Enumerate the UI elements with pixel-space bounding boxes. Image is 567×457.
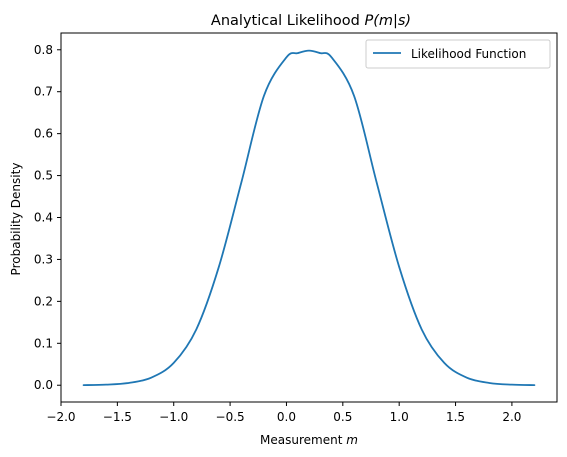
likelihood-line	[82, 49, 536, 387]
x-axis-label-prefix: Measurement	[260, 433, 346, 447]
y-tick-label: 0.7	[34, 85, 53, 99]
x-axis-ticks: −2.0 −1.5 −1.0 −0.5 0.0 0.5 1.0 1.5 2.0	[46, 402, 521, 424]
y-tick-label: 0.1	[34, 336, 53, 350]
svg-text:Analytical Likelihood P: Analytical Likelihood P(m|s)	[211, 13, 411, 29]
x-tick-label: 0.5	[333, 410, 352, 424]
x-tick-label: 0.0	[277, 410, 296, 424]
x-axis-label: Measurement m	[260, 433, 358, 447]
y-tick-label: 0.3	[34, 252, 53, 266]
x-tick-label: −2.0	[46, 410, 75, 424]
x-tick-label: 1.0	[390, 410, 409, 424]
y-tick-label: 0.8	[34, 43, 53, 57]
legend-box	[365, 39, 551, 69]
x-tick-label: −1.5	[103, 410, 132, 424]
chart-title: Analytical Likelihood P(m|s)	[211, 13, 411, 29]
y-tick-label: 0.2	[34, 294, 53, 308]
y-tick-label: 0.4	[34, 211, 53, 225]
y-axis-label: Probability Density	[9, 163, 23, 276]
plot-area	[60, 32, 558, 403]
legend-label: Likelihood Function	[411, 47, 526, 61]
chart-title-math: P(m|s)	[364, 13, 411, 29]
svg-text:Measurement m: Measurement m	[260, 433, 358, 447]
x-axis-label-math: m	[346, 433, 358, 447]
series-layer	[82, 49, 536, 387]
y-tick-label: 0.5	[34, 169, 53, 183]
chart-title-prefix: Analytical Likelihood	[211, 13, 365, 29]
x-tick-label: 1.5	[446, 410, 465, 424]
x-tick-label: −0.5	[216, 410, 245, 424]
x-tick-label: 2.0	[502, 410, 521, 424]
y-axis-ticks: 0.0 0.1 0.2 0.3 0.4 0.5 0.6 0.7 0.8	[34, 43, 61, 392]
legend: Likelihood Function	[365, 39, 551, 69]
x-tick-label: −1.0	[159, 410, 188, 424]
y-tick-label: 0.6	[34, 127, 53, 141]
y-tick-label: 0.0	[34, 378, 53, 392]
